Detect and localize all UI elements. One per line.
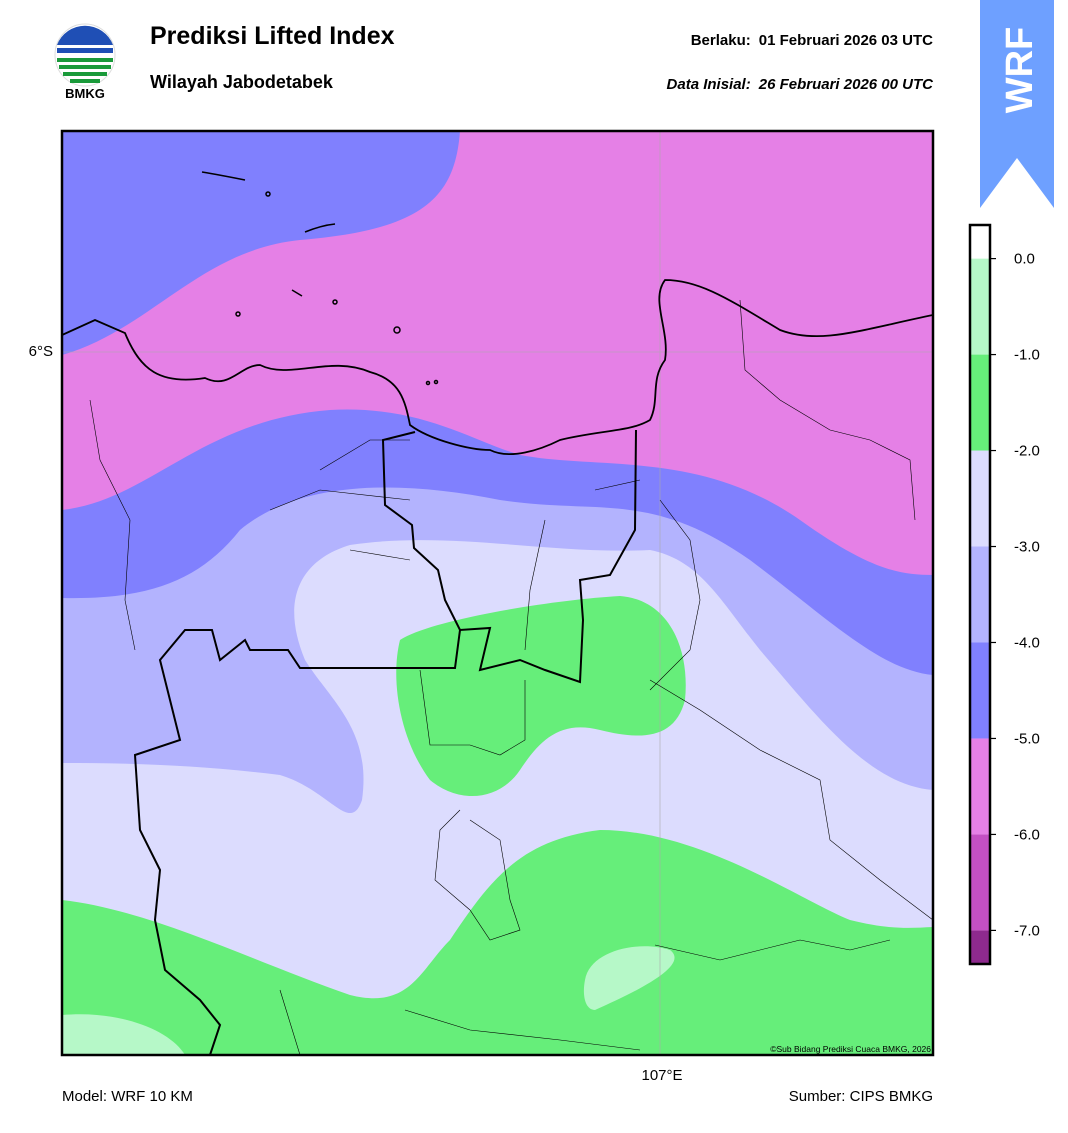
lat-label: 6°S [29, 343, 53, 360]
title: Prediksi Lifted Index [150, 22, 395, 50]
colorbar-segment [970, 258, 990, 355]
valid-value: 01 Februari 2026 03 UTC [759, 32, 933, 49]
colorbar-tick-label: -4.0 [1014, 634, 1040, 651]
colorbar-segment [970, 930, 990, 964]
subtitle: Wilayah Jabodetabek [150, 72, 334, 92]
init-label: Data Inisial: [667, 76, 751, 93]
logo-text: BMKG [65, 86, 105, 101]
colorbar-segment [970, 354, 990, 451]
colorbar-tick-label: -1.0 [1014, 347, 1040, 364]
colorbar-tick-label: -7.0 [1014, 922, 1040, 939]
colorbar: 0.0 -1.0 -2.0 -3.0 -4.0 -5.0 -6.0 -7.0 [968, 223, 1040, 966]
init-time: Data Inisial: 26 Februari 2026 00 UTC [667, 76, 935, 93]
colorbar-segment [970, 834, 990, 931]
colorbar-tick-label: -2.0 [1014, 443, 1040, 460]
init-value: 26 Februari 2026 00 UTC [758, 76, 934, 93]
colorbar-tick-label: -5.0 [1014, 730, 1040, 747]
colorbar-segment [970, 738, 990, 835]
colorbar-segment [970, 642, 990, 739]
credit: ©Sub Bidang Prediksi Cuaca BMKG, 2026 [770, 1044, 931, 1054]
map-field: ©Sub Bidang Prediksi Cuaca BMKG, 2026 [62, 131, 933, 1055]
map-frame [60, 129, 935, 1057]
colorbar-tick-label: 0.0 [1014, 251, 1035, 268]
colorbar-tick-label: -3.0 [1014, 539, 1040, 556]
colorbar-frame [968, 223, 992, 966]
badge-text: WRF [999, 27, 1041, 114]
logo: BMKG [54, 23, 116, 101]
colorbar-segment [970, 546, 990, 643]
colorbar-segment [970, 450, 990, 547]
wrf-badge [980, 0, 1054, 208]
source-label: Sumber: CIPS BMKG [789, 1088, 933, 1105]
valid-label: Berlaku: [691, 32, 751, 49]
colorbar-segment [970, 225, 990, 259]
model-label: Model: WRF 10 KM [62, 1088, 193, 1105]
colorbar-tick-label: -6.0 [1014, 826, 1040, 843]
valid-time: Berlaku: 01 Februari 2026 03 UTC [691, 32, 933, 49]
lon-label: 107°E [641, 1067, 682, 1084]
